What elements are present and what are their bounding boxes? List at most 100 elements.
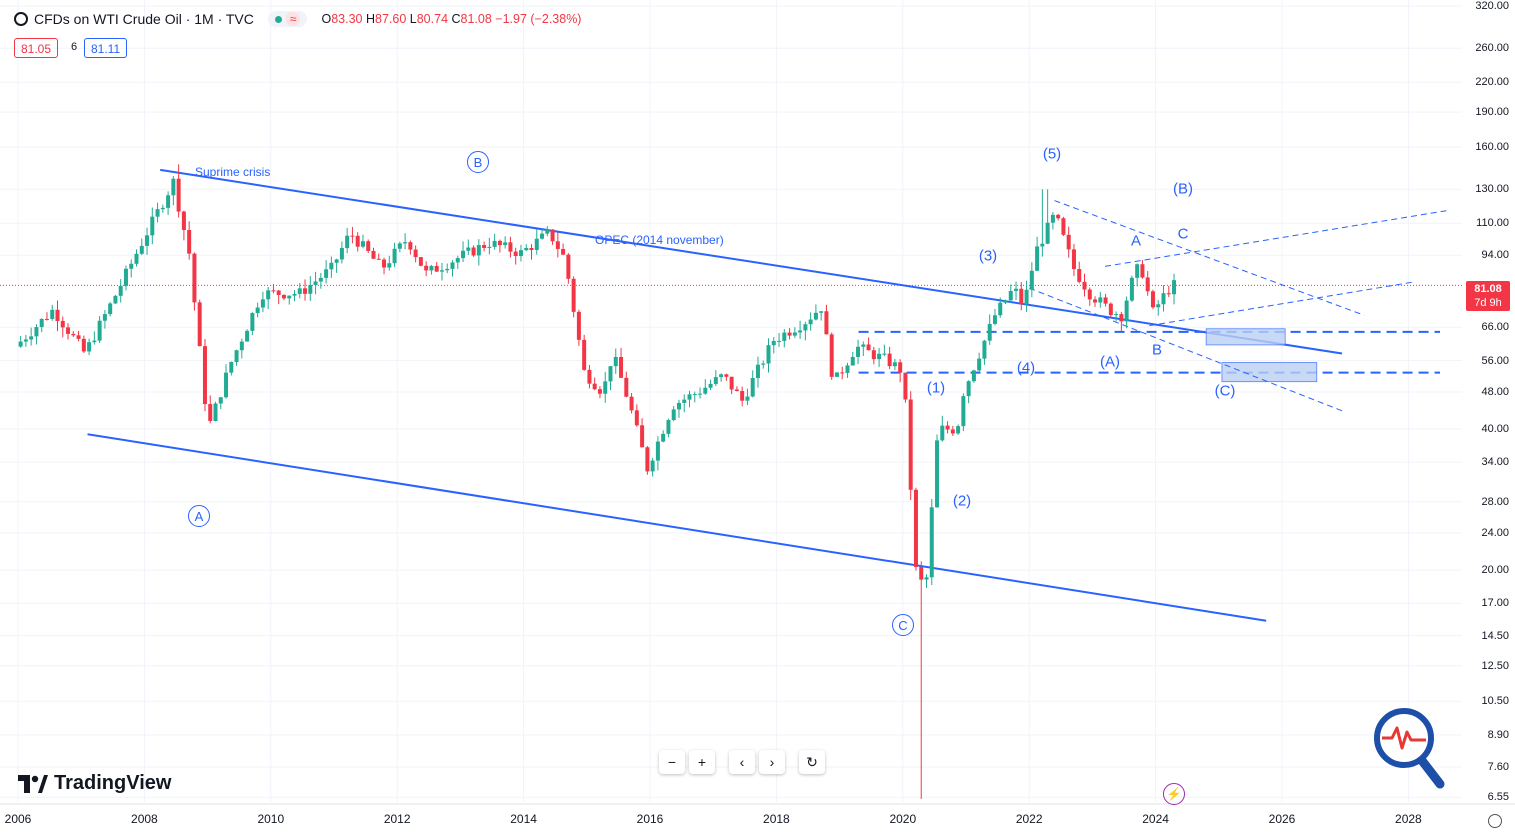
wave-label-a[interactable]: A xyxy=(1130,232,1142,250)
candle-body xyxy=(729,376,734,390)
candle-body xyxy=(998,302,1003,316)
candle-body xyxy=(303,288,308,294)
candle-body xyxy=(1045,222,1050,244)
market-status-pill[interactable]: ≈ xyxy=(267,11,308,27)
candle-body xyxy=(676,402,681,410)
channel-line xyxy=(1054,200,1365,316)
candle-body xyxy=(318,277,323,282)
candle-body xyxy=(1145,277,1150,292)
candle-body xyxy=(782,332,787,341)
candle-body xyxy=(761,363,766,365)
price-tick-label: 260.00 xyxy=(1475,42,1509,55)
chart-header: CFDs on WTI Crude Oil · 1M · TVC ≈ O83.3… xyxy=(14,11,581,27)
candle-body xyxy=(108,303,113,315)
candle-body xyxy=(792,332,797,336)
candle-body xyxy=(829,334,834,377)
annotation-suprime-crisis[interactable]: Suprime crisis xyxy=(195,165,271,179)
candle-body xyxy=(866,344,871,351)
candle-body xyxy=(734,389,739,392)
wave-label-4[interactable]: (4) xyxy=(1016,359,1036,377)
candle-body xyxy=(534,238,539,250)
candle-body xyxy=(892,362,897,367)
candle-body xyxy=(1066,234,1071,250)
candle-body xyxy=(281,294,286,299)
change-value: −1.97 (−2.38%) xyxy=(495,12,582,26)
candle-body xyxy=(608,366,613,382)
price-tick-label: 190.00 xyxy=(1475,106,1509,119)
ohlc-readout: O83.30 H87.60 L80.74 C81.08 −1.97 (−2.38… xyxy=(321,12,581,26)
zoom-in-button[interactable]: + xyxy=(689,750,715,774)
wave-label-paren-c[interactable]: (C) xyxy=(1214,382,1236,400)
candle-body xyxy=(234,350,239,363)
candle-body xyxy=(403,242,408,244)
candle-body xyxy=(482,245,487,248)
candle-body xyxy=(966,381,971,397)
candle-body xyxy=(329,262,334,270)
price-tick-label: 220.00 xyxy=(1475,76,1509,89)
wave-label-5[interactable]: (5) xyxy=(1042,145,1062,163)
candle-body xyxy=(687,394,692,400)
zoom-out-button[interactable]: − xyxy=(659,750,685,774)
wave-label-1[interactable]: (1) xyxy=(926,379,946,397)
tradingview-logo[interactable]: TradingView xyxy=(18,772,171,795)
candle-body xyxy=(44,318,49,320)
candle-body xyxy=(587,369,592,384)
brand-name: TradingView xyxy=(54,772,172,794)
wave-label-circle-c[interactable]: C xyxy=(892,614,914,636)
time-tick-label: 2020 xyxy=(889,812,917,826)
buy-price-button[interactable]: 81.11 xyxy=(84,38,128,58)
wave-label-b[interactable]: B xyxy=(1151,341,1163,359)
candle-body xyxy=(218,397,223,404)
candle-body xyxy=(850,356,855,366)
candle-body xyxy=(798,330,803,333)
price-tick-label: 8.90 xyxy=(1487,728,1509,741)
channel-line xyxy=(1149,281,1415,327)
scroll-left-button[interactable]: ‹ xyxy=(729,750,755,774)
wave-label-c[interactable]: C xyxy=(1177,225,1189,243)
candle-body xyxy=(861,344,866,347)
candle-body xyxy=(913,489,918,567)
candle-body xyxy=(908,399,913,490)
candle-body xyxy=(245,330,250,342)
candle-body xyxy=(713,377,718,384)
candle-body xyxy=(308,285,313,294)
scroll-right-button[interactable]: › xyxy=(759,750,785,774)
candle-body xyxy=(150,216,155,236)
candle-body xyxy=(355,235,360,247)
candle-body xyxy=(887,353,892,367)
candle-body xyxy=(708,383,713,388)
price-tick-label: 14.50 xyxy=(1481,629,1509,642)
candle-body xyxy=(645,447,650,472)
candle-body xyxy=(66,327,71,334)
candle-body xyxy=(977,358,982,371)
candle-body xyxy=(513,251,518,257)
wave-label-circle-b[interactable]: B xyxy=(467,151,489,173)
lightning-icon[interactable]: ⚡ xyxy=(1163,783,1185,805)
candle-body xyxy=(466,247,471,251)
reset-chart-button[interactable]: ↻ xyxy=(799,750,825,774)
candle-body xyxy=(350,235,355,237)
candle-body xyxy=(71,333,76,336)
wave-label-2[interactable]: (2) xyxy=(952,492,972,510)
candle-body xyxy=(1140,264,1145,278)
wave-label-circle-a[interactable]: A xyxy=(188,505,210,527)
candle-body xyxy=(877,353,882,360)
sell-price-button[interactable]: 81.05 xyxy=(14,38,59,58)
candle-body xyxy=(619,356,624,378)
candle-body xyxy=(166,195,171,208)
wave-label-paren-a[interactable]: (A) xyxy=(1100,353,1120,371)
candle-body xyxy=(550,229,555,242)
annotation-opec[interactable]: OPEC (2014 november) xyxy=(595,233,724,247)
wave-label-3[interactable]: (3) xyxy=(978,247,998,265)
price-tick-label: 110.00 xyxy=(1476,217,1509,230)
symbol-title[interactable]: CFDs on WTI Crude Oil · 1M · TVC xyxy=(34,11,254,27)
candle-body xyxy=(1019,288,1024,305)
candle-body xyxy=(1135,264,1140,278)
gear-icon[interactable] xyxy=(1488,814,1502,828)
wave-label-paren-b[interactable]: (B) xyxy=(1173,180,1193,198)
tradingview-logo-icon xyxy=(18,774,48,793)
candle-body xyxy=(450,262,455,269)
candle-body xyxy=(945,425,950,430)
bar-countdown: 7d 9h xyxy=(1474,297,1502,309)
